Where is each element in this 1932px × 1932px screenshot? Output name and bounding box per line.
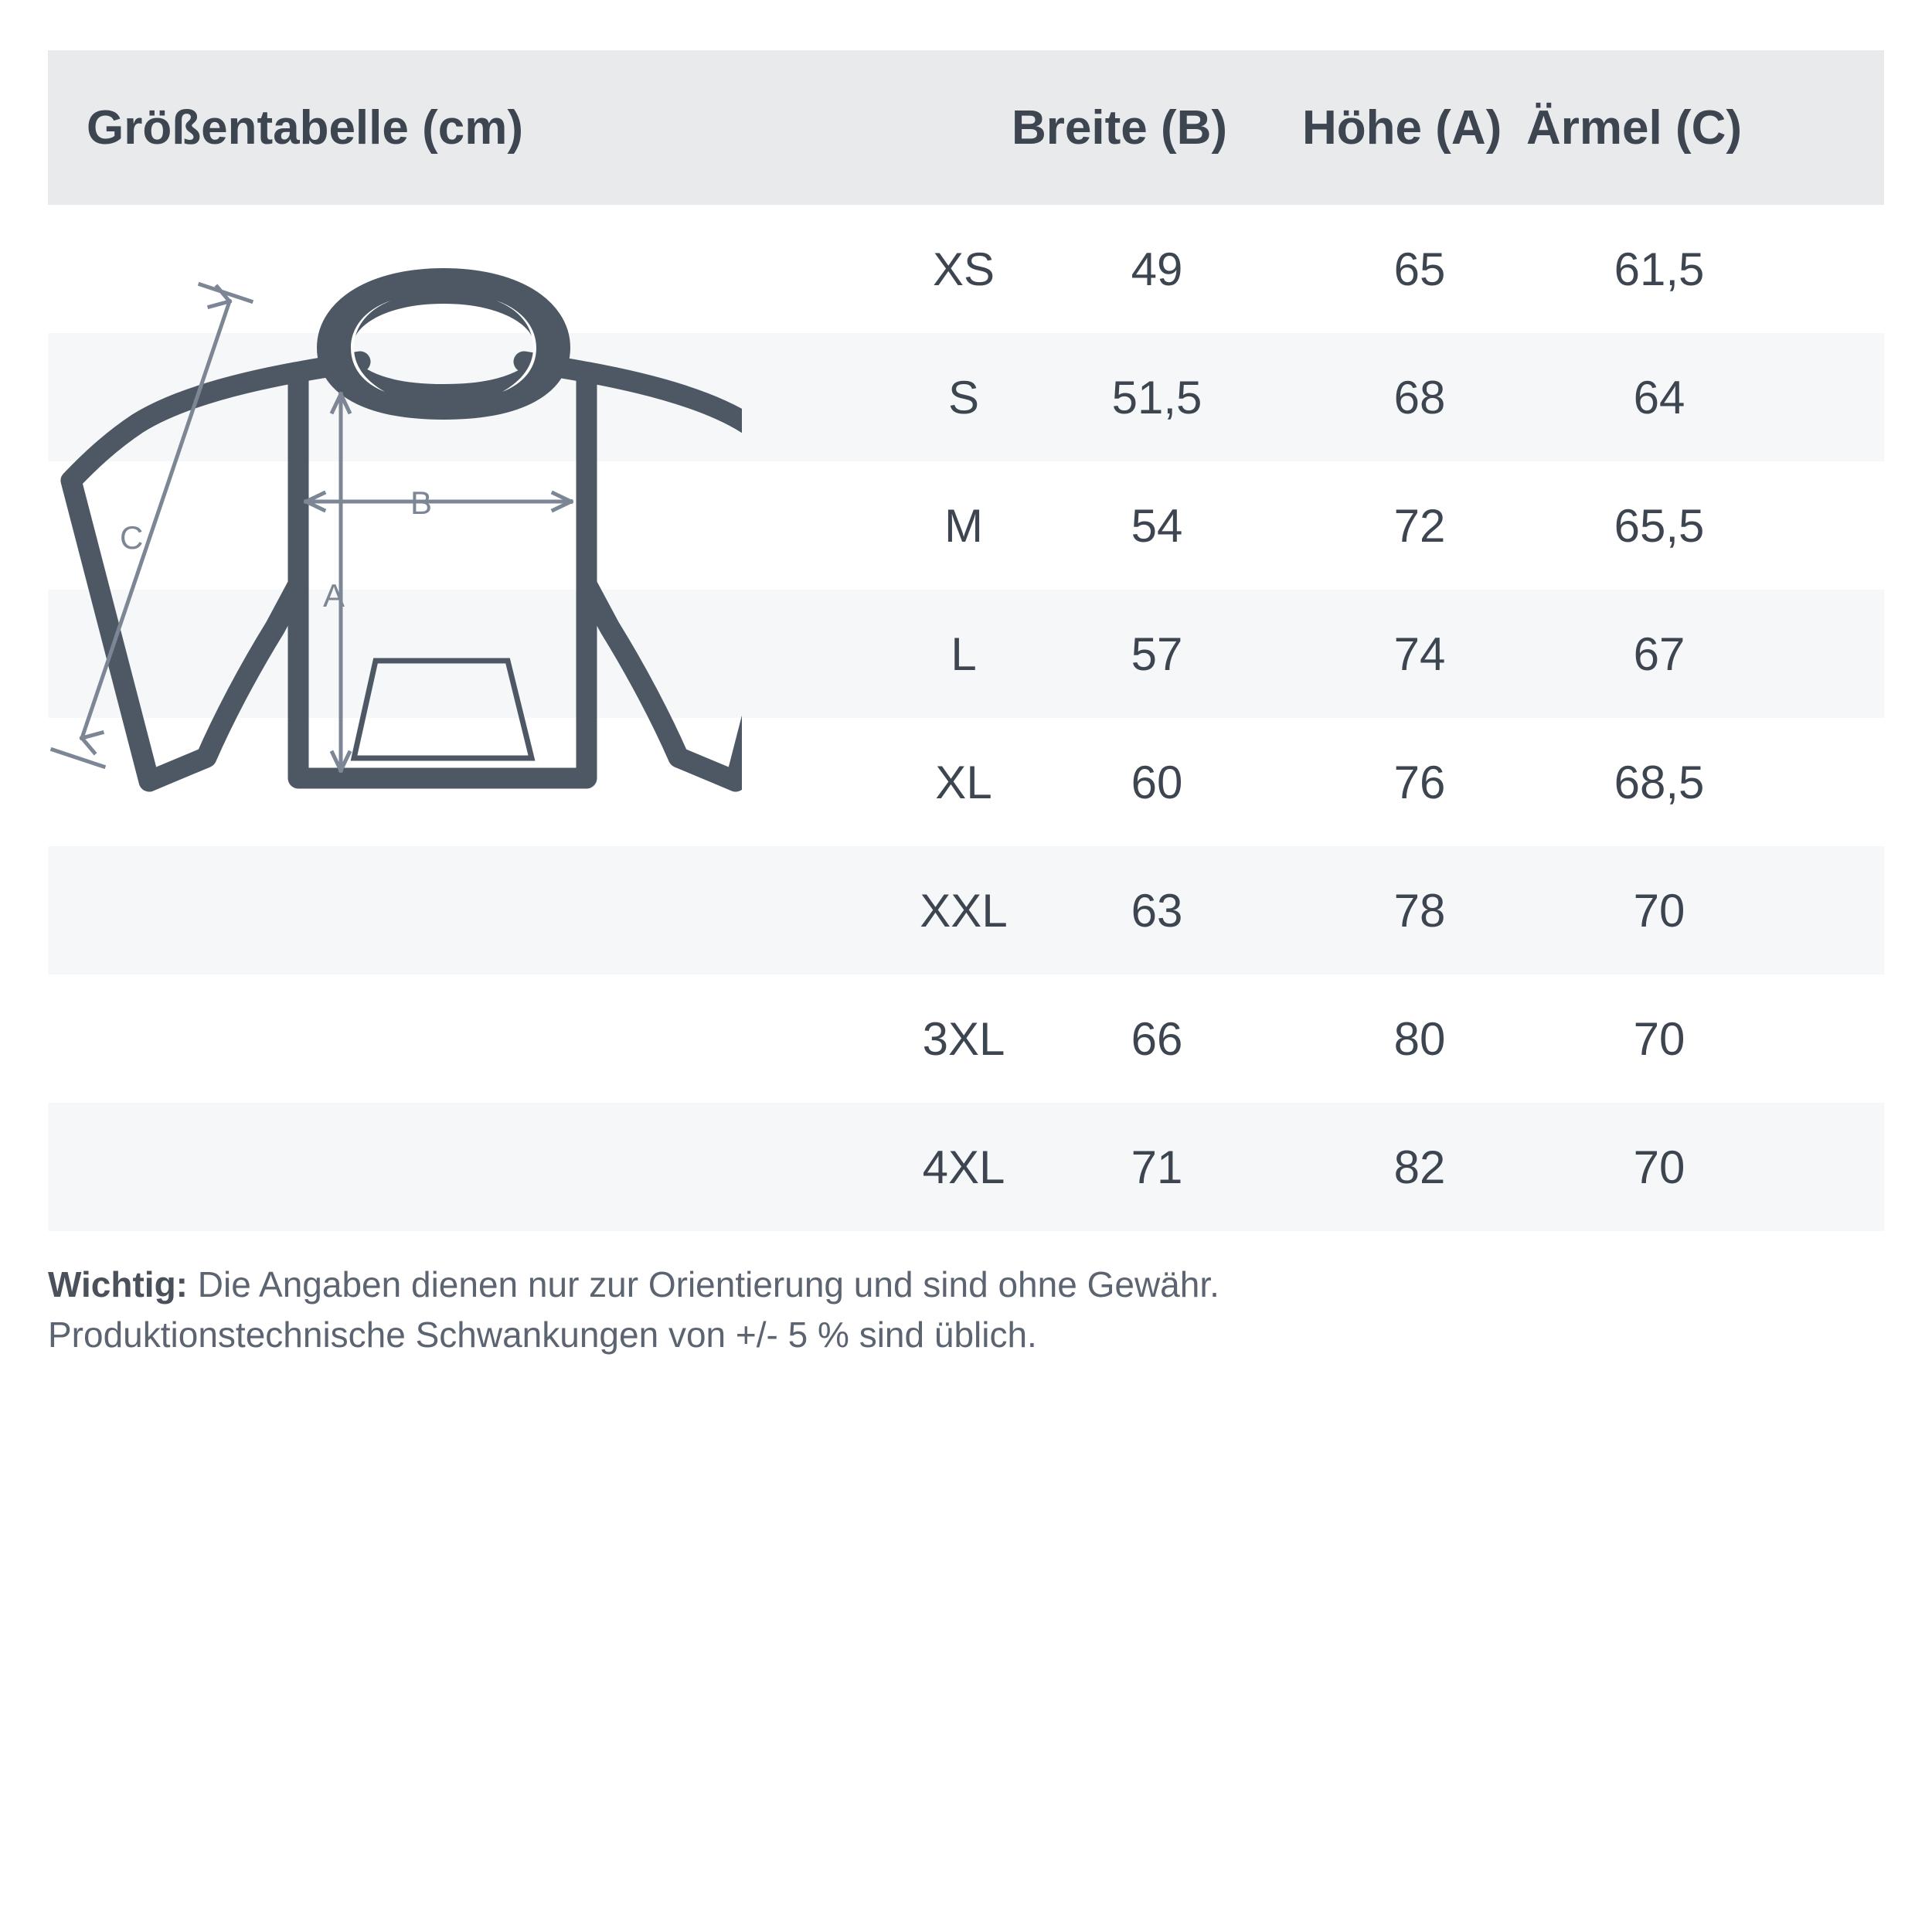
- svg-text:C: C: [120, 519, 143, 556]
- svg-text:A: A: [323, 577, 345, 614]
- svg-text:B: B: [410, 485, 432, 521]
